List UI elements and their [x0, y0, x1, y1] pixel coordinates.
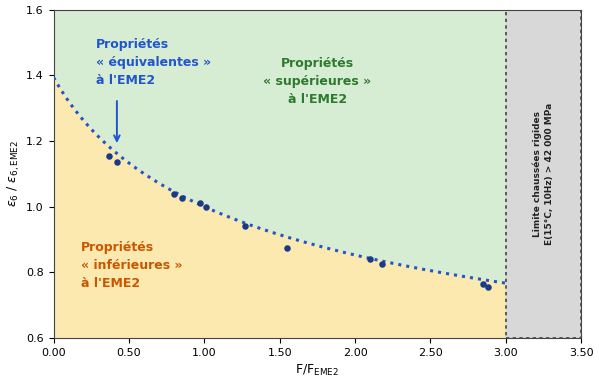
Text: Limite chaussées rigides
E(15°C, 10Hz) > 42 000 MPa: Limite chaussées rigides E(15°C, 10Hz) >…	[533, 103, 555, 245]
Point	[195, 200, 205, 207]
Point	[201, 204, 211, 210]
Point	[479, 281, 488, 287]
Y-axis label: $\varepsilon_6$ / $\varepsilon_{6,\mathrm{EME2}}$: $\varepsilon_6$ / $\varepsilon_{6,\mathr…	[5, 141, 22, 207]
Point	[105, 153, 114, 159]
Point	[240, 223, 250, 230]
Text: Propriétés
« supérieures »
à l'EME2: Propriétés « supérieures » à l'EME2	[264, 57, 371, 106]
Text: Propriétés
« équivalentes »
à l'EME2: Propriétés « équivalentes » à l'EME2	[96, 38, 211, 87]
Point	[365, 256, 375, 262]
Bar	[506, 10, 581, 338]
Point	[282, 245, 292, 251]
Point	[177, 195, 186, 202]
Point	[377, 261, 387, 267]
Bar	[506, 10, 581, 338]
Point	[112, 159, 122, 166]
Text: Propriétés
« inférieures »
à l'EME2: Propriétés « inférieures » à l'EME2	[81, 241, 182, 290]
Point	[483, 284, 492, 290]
X-axis label: F/F$_{\mathrm{EME2}}$: F/F$_{\mathrm{EME2}}$	[295, 363, 339, 379]
Point	[170, 190, 179, 197]
